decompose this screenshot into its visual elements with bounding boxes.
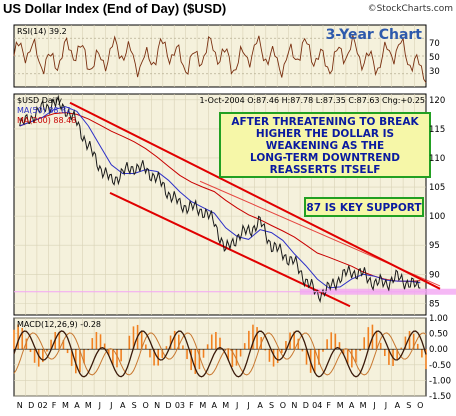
x-tick-label: A — [257, 401, 263, 410]
x-tick-label: A — [395, 401, 401, 410]
x-tick-label: D — [165, 401, 171, 410]
price-line — [19, 94, 421, 304]
macd-y-tick: -1.50 — [429, 392, 451, 402]
x-tick-label: S — [269, 401, 274, 410]
rsi-plot — [13, 35, 427, 83]
x-tick-label: F — [189, 401, 194, 410]
x-tick-label: J — [384, 401, 387, 410]
annotation-line-2: HIGHER THE DOLLAR IS — [256, 128, 394, 140]
x-tick-label: O — [142, 401, 148, 410]
x-tick-label: J — [109, 401, 112, 410]
x-tick-label: 02 — [38, 401, 48, 410]
annotation-line-4: LONG-TERM DOWNTREND — [250, 152, 400, 164]
x-tick-label: N — [154, 401, 160, 410]
price-y-tick: 110 — [429, 154, 445, 164]
macd-label: MACD(12,26,9) -0.28 — [17, 320, 101, 329]
macd-y-tick: -1.00 — [429, 376, 451, 386]
x-tick-label: F — [326, 401, 331, 410]
credit-label: ©StockCharts.com — [368, 4, 453, 14]
x-tick-label: D — [303, 401, 309, 410]
x-tick-label: S — [132, 401, 137, 410]
trendline-inner — [199, 180, 441, 287]
rsi-tick-30: 30 — [429, 67, 440, 77]
rsi-label: RSI(14) 39.2 — [17, 27, 67, 36]
x-axis-ticks: N D 02 F M A M J J A S O N D 03 F M A M J J A S O N D 04 F M A M J J A S O — [17, 401, 424, 410]
annotation-line-5: REASSERTS ITSELF — [270, 164, 381, 176]
x-tick-label: M — [337, 401, 344, 410]
annotation-box — [219, 112, 431, 178]
price-y-tick: 100 — [429, 212, 445, 222]
chart-subtitle: 3-Year Chart — [326, 27, 423, 43]
price-y-tick: 95 — [429, 241, 440, 251]
macd-y-tick: -0.50 — [429, 361, 451, 371]
x-tick-label: J — [372, 401, 375, 410]
x-tick-label: M — [222, 401, 229, 410]
x-tick-label: F — [52, 401, 57, 410]
macd-y-tick: 0.00 — [429, 345, 448, 355]
x-tick-label: D — [28, 401, 34, 410]
x-tick-label: 03 — [175, 401, 185, 410]
price-label: $USD Daily — [17, 96, 62, 105]
price-y-tick: 85 — [429, 299, 440, 309]
quote-label: 1-Oct-2004 O:87.46 H:87.78 L:87.35 C:87.… — [199, 96, 425, 105]
price-y-ticks: 120 115 110 105 100 95 90 85 — [429, 96, 445, 310]
x-tick-label: J — [98, 401, 101, 410]
x-tick-label: A — [212, 401, 218, 410]
macd-plot — [13, 324, 427, 378]
support-note-box — [304, 197, 424, 217]
price-plot — [14, 94, 456, 308]
x-tick-label: J — [235, 401, 238, 410]
macd-signal-line — [13, 332, 427, 376]
x-tick-label: A — [349, 401, 355, 410]
rsi-line — [13, 35, 427, 83]
price-y-tick: 90 — [429, 270, 440, 280]
x-tick-label: S — [406, 401, 411, 410]
rsi-tick-50: 50 — [429, 53, 440, 63]
price-y-tick: 120 — [429, 96, 445, 106]
x-tick-label: O — [417, 401, 423, 410]
macd-y-tick: 0.50 — [429, 330, 448, 340]
x-tick-label: M — [199, 401, 206, 410]
support-note: 87 IS KEY SUPPORT — [306, 202, 422, 214]
ma200-label: MA(200) 88.48 — [17, 116, 76, 125]
x-tick-label: O — [280, 401, 286, 410]
price-y-tick: 105 — [429, 183, 445, 193]
x-tick-label: M — [360, 401, 367, 410]
macd-y-ticks: 1.00 0.50 0.00 -0.50 -1.00 -1.50 — [429, 314, 451, 402]
ma50-label: MA(50) 88.82 — [17, 106, 71, 115]
annotation-line-1: AFTER THREATENING TO BREAK — [231, 116, 419, 128]
price-y-tick: 115 — [429, 125, 445, 135]
ma200-line — [19, 112, 421, 282]
x-tick-label: M — [62, 401, 69, 410]
trendline-upper — [69, 101, 441, 290]
chart-title: US Dollar Index (End of Day) ($USD) — [3, 1, 226, 16]
x-tick-label: N — [17, 401, 23, 410]
rsi-tick-70: 70 — [429, 39, 440, 49]
x-tick-label: J — [246, 401, 249, 410]
macd-y-tick: 1.00 — [429, 314, 448, 324]
x-tick-label: A — [74, 401, 80, 410]
ma50-line — [19, 106, 421, 289]
annotation-line-3: WEAKENING AS THE — [266, 140, 384, 152]
macd-line — [13, 330, 427, 378]
x-tick-label: 04 — [312, 401, 322, 410]
x-tick-label: M — [85, 401, 92, 410]
x-tick-label: A — [120, 401, 126, 410]
x-tick-label: N — [291, 401, 297, 410]
